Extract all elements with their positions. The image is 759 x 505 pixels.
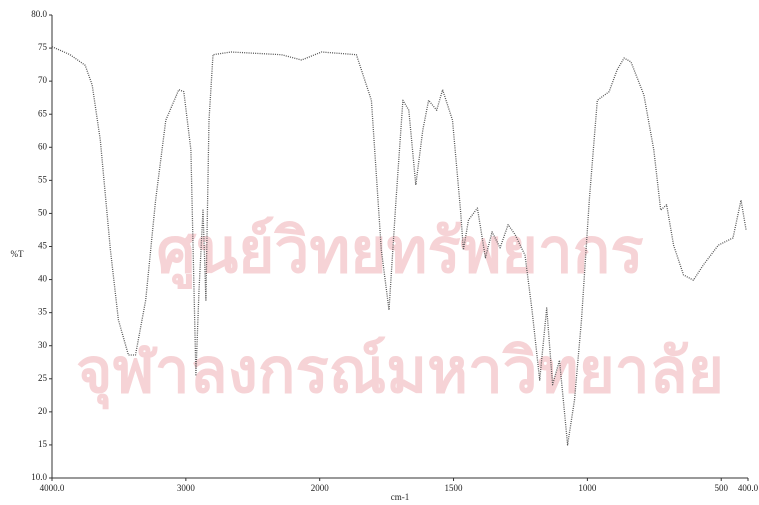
x-tick-label: 4000.0 <box>40 483 65 493</box>
y-tick-label: 25 <box>38 373 48 383</box>
y-tick-label: 75 <box>38 42 48 52</box>
y-axis-label: %T <box>11 249 24 259</box>
y-tick-label: 80.0 <box>31 9 47 19</box>
y-tick-label: 60 <box>38 141 48 151</box>
y-tick-label: 15 <box>38 439 48 449</box>
x-tick-label: 400.0 <box>738 483 759 493</box>
x-tick-label: 1500 <box>445 483 464 493</box>
x-axis-label: cm-1 <box>391 492 410 502</box>
y-tick-label: 55 <box>38 174 48 184</box>
y-tick-label: 40 <box>38 274 48 284</box>
spectrum-line <box>51 46 747 446</box>
watermark: จุฬาลงกรณ์มหาวิทยาลัย <box>76 334 724 409</box>
y-tick-label: 10.0 <box>31 472 47 482</box>
x-tick-label: 3000 <box>177 483 196 493</box>
x-tick-label: 1000 <box>578 483 597 493</box>
y-tick-label: 20 <box>38 406 48 416</box>
x-tick-label: 500 <box>714 483 728 493</box>
y-tick-label: 65 <box>38 108 48 118</box>
x-tick-label: 2000 <box>311 483 330 493</box>
y-tick-label: 70 <box>38 75 48 85</box>
y-tick-label: 35 <box>38 307 48 317</box>
y-tick-label: 30 <box>38 340 48 350</box>
watermark: ศูนย์วิทยทรัพยากร <box>156 214 643 289</box>
y-tick-label: 50 <box>38 207 48 217</box>
y-tick-label: 45 <box>38 241 48 251</box>
